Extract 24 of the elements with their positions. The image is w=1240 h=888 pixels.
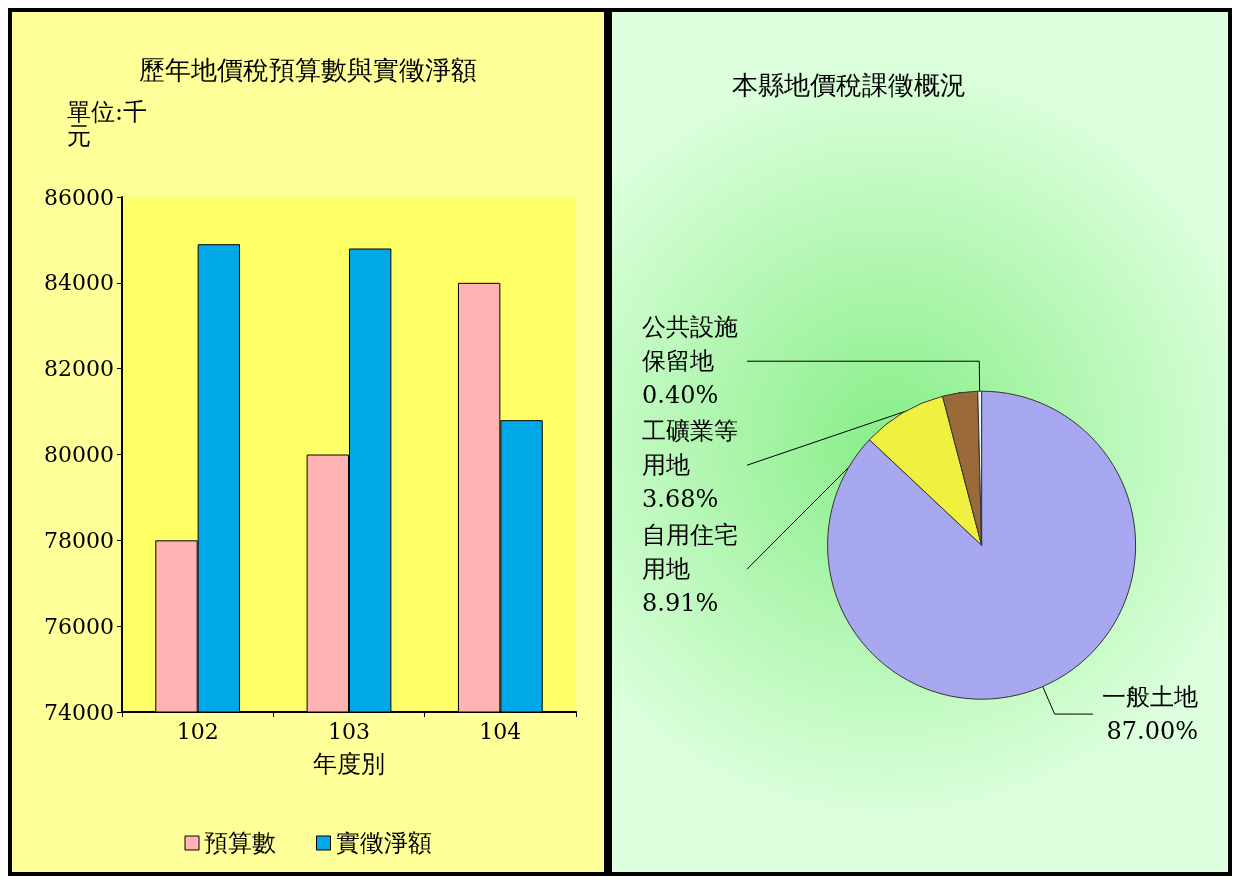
- data-label: 8.91%: [642, 589, 719, 618]
- slice-label: 工礦業等用地: [642, 417, 738, 480]
- y-tick-label: 80000: [44, 442, 114, 467]
- y-axis-title: 單位:千元: [67, 98, 148, 150]
- slice-label: 公共設施保留地: [642, 313, 738, 376]
- x-tick-label: 103: [328, 718, 370, 744]
- x-axis-title: 年度別: [313, 750, 385, 778]
- slice-label: 一般土地: [1102, 683, 1198, 712]
- chart-title: 歷年地價稅預算數與實徵淨額: [139, 55, 477, 85]
- y-tick-label: 82000: [44, 356, 114, 382]
- x-tick-label: 102: [176, 718, 219, 744]
- data-label: 87.00%: [1106, 717, 1198, 746]
- data-label: 3.68%: [642, 485, 719, 514]
- legend-label: 實徵淨額: [335, 829, 432, 857]
- y-tick-label: 84000: [44, 270, 114, 296]
- y-tick-label: 74000: [44, 699, 114, 725]
- y-tick-label: 86000: [44, 184, 114, 210]
- slice-label: 自用住宅用地: [642, 521, 738, 584]
- y-tick-label: 78000: [44, 527, 114, 553]
- x-tick-label: 104: [479, 718, 522, 744]
- y-tick-label: 76000: [44, 613, 114, 639]
- legend-label: 預算數: [204, 829, 276, 857]
- data-label: 0.40%: [642, 381, 719, 410]
- chart-title: 本縣地價稅課徵概況: [732, 70, 966, 100]
